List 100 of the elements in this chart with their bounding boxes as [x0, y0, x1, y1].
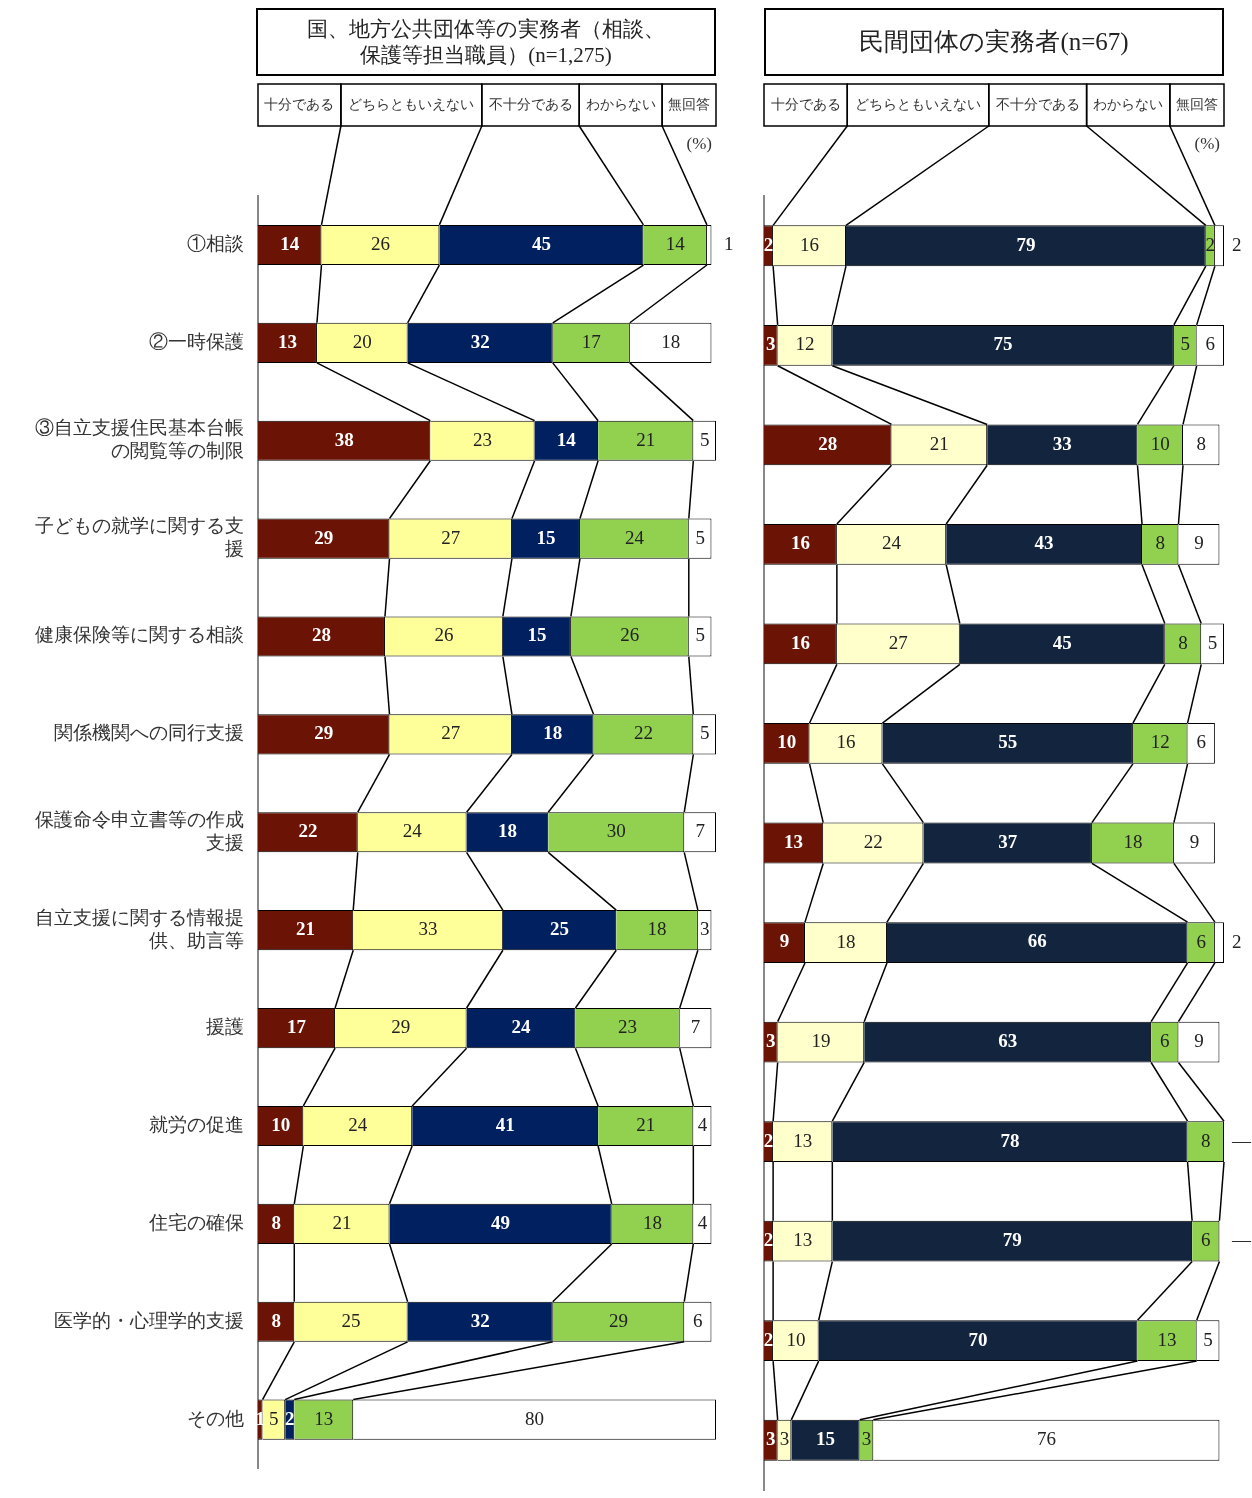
text: 十分である — [264, 96, 335, 112]
data-label: 20 — [352, 330, 372, 352]
data-label: 75 — [993, 333, 1013, 355]
data-label: 45 — [531, 232, 551, 254]
y-tick-label: 子どもの就学に関する支援 — [35, 515, 244, 560]
data-label: 7 — [695, 820, 705, 842]
data-label: 15 — [536, 526, 556, 548]
y-tick-label: ①相談 — [187, 232, 244, 254]
data-label: 2 — [1205, 233, 1216, 255]
data-label: 8 — [1201, 1129, 1211, 1151]
y-tick-label: 関係機関への同行支援 — [54, 722, 244, 744]
text: 無回答 — [668, 96, 711, 112]
data-label: 13 — [1157, 1328, 1177, 1350]
y-tick-label: 医学的・心理学的支援 — [54, 1309, 244, 1331]
data-label: 3 — [766, 1428, 776, 1450]
data-label: 16 — [800, 233, 820, 255]
data-label: 23 — [472, 428, 492, 450]
data-label: 25 — [341, 1309, 361, 1331]
data-label: 2 — [763, 233, 774, 255]
data-label: 10 — [1150, 432, 1170, 454]
data-label: 41 — [495, 1113, 515, 1135]
data-label: 3 — [766, 1029, 776, 1051]
data-label: 7 — [690, 1016, 701, 1038]
data-label: 27 — [888, 631, 908, 653]
y-tick-label: 保護命令申立書等の作成支援 — [35, 808, 244, 853]
text: (%) — [686, 133, 712, 153]
text: わからない — [585, 96, 656, 112]
text: (%) — [1194, 133, 1220, 153]
data-label: 38 — [334, 428, 354, 450]
data-label: 29 — [609, 1309, 628, 1331]
data-label: 6 — [693, 1309, 703, 1331]
data-label: 5 — [1207, 631, 1218, 653]
data-label: 15 — [815, 1428, 835, 1450]
data-label: 22 — [863, 830, 883, 852]
data-label: 5 — [269, 1407, 279, 1429]
data-label: 16 — [790, 532, 810, 554]
data-label: 13 — [784, 830, 804, 852]
data-label: 9 — [1194, 1030, 1204, 1052]
data-label: 24 — [882, 532, 902, 554]
data-label: 13 — [793, 1129, 813, 1151]
data-label: 13 — [277, 330, 297, 352]
data-label: 24 — [511, 1015, 532, 1037]
y-tick-label: 援護 — [206, 1016, 244, 1038]
data-label: 18 — [497, 820, 517, 842]
data-label: 33 — [418, 918, 438, 940]
data-label: 21 — [636, 1113, 656, 1135]
y-tick-label: 就労の促進 — [149, 1113, 244, 1135]
data-label: 49 — [491, 1211, 511, 1233]
data-label: 6 — [1205, 333, 1216, 355]
y-tick-label: 自立支援に関する情報提供、助言等 — [35, 906, 244, 951]
y-tick-label: ③自立支援住民基本台帳の閲覧等の制限 — [35, 417, 244, 462]
data-label: 3 — [779, 1428, 790, 1450]
data-label: 8 — [271, 1211, 281, 1233]
data-label: 70 — [968, 1328, 988, 1350]
data-label: 63 — [998, 1029, 1018, 1051]
data-label: 22 — [298, 820, 318, 842]
data-label: 3 — [766, 333, 776, 355]
text: 不十分である — [995, 96, 1080, 112]
data-label: 18 — [1123, 830, 1143, 852]
data-label: 80 — [525, 1407, 545, 1429]
data-label: 29 — [314, 722, 334, 744]
text: どちらともいえない — [348, 96, 475, 112]
data-label: 3 — [861, 1428, 872, 1450]
data-label: 33 — [1052, 432, 1072, 454]
data-label: 8 — [1178, 631, 1188, 653]
data-label: 6 — [1201, 1229, 1211, 1251]
data-label: 21 — [332, 1211, 352, 1233]
text: 不十分である — [488, 96, 573, 112]
y-tick-label: 健康保険等に関する相談 — [35, 624, 244, 646]
text: — — [1232, 1229, 1251, 1251]
data-label: 18 — [647, 918, 667, 940]
y-tick-label: 住宅の確保 — [148, 1211, 244, 1233]
data-label: 1 — [724, 232, 734, 254]
data-label: 43 — [1034, 532, 1054, 554]
text: 十分である — [770, 96, 841, 112]
data-label: 13 — [314, 1407, 334, 1429]
data-label: 6 — [1196, 731, 1206, 753]
data-label: 18 — [836, 930, 856, 952]
data-label: 27 — [441, 526, 461, 548]
data-label: 2 — [284, 1407, 295, 1429]
data-label: 16 — [836, 731, 856, 753]
data-label: 8 — [1155, 532, 1165, 554]
data-label: 8 — [271, 1309, 281, 1331]
data-label: 2 — [1232, 233, 1242, 255]
chart-title: 民間団体の実務者(n=67) — [859, 27, 1129, 58]
data-label: 32 — [470, 330, 490, 352]
data-label: 5 — [1180, 333, 1191, 355]
data-label: 26 — [620, 624, 640, 646]
data-label: 21 — [636, 428, 656, 450]
data-label: 45 — [1052, 631, 1072, 653]
data-label: 12 — [1150, 731, 1170, 753]
data-label: 21 — [296, 918, 316, 940]
data-label: 5 — [699, 428, 710, 450]
data-label: 13 — [793, 1229, 813, 1251]
data-label: 5 — [695, 624, 705, 646]
data-label: 22 — [633, 722, 653, 744]
data-label: 25 — [550, 918, 570, 940]
data-label: 4 — [697, 1113, 708, 1135]
data-label: 5 — [699, 722, 710, 744]
data-label: 9 — [1189, 830, 1200, 852]
